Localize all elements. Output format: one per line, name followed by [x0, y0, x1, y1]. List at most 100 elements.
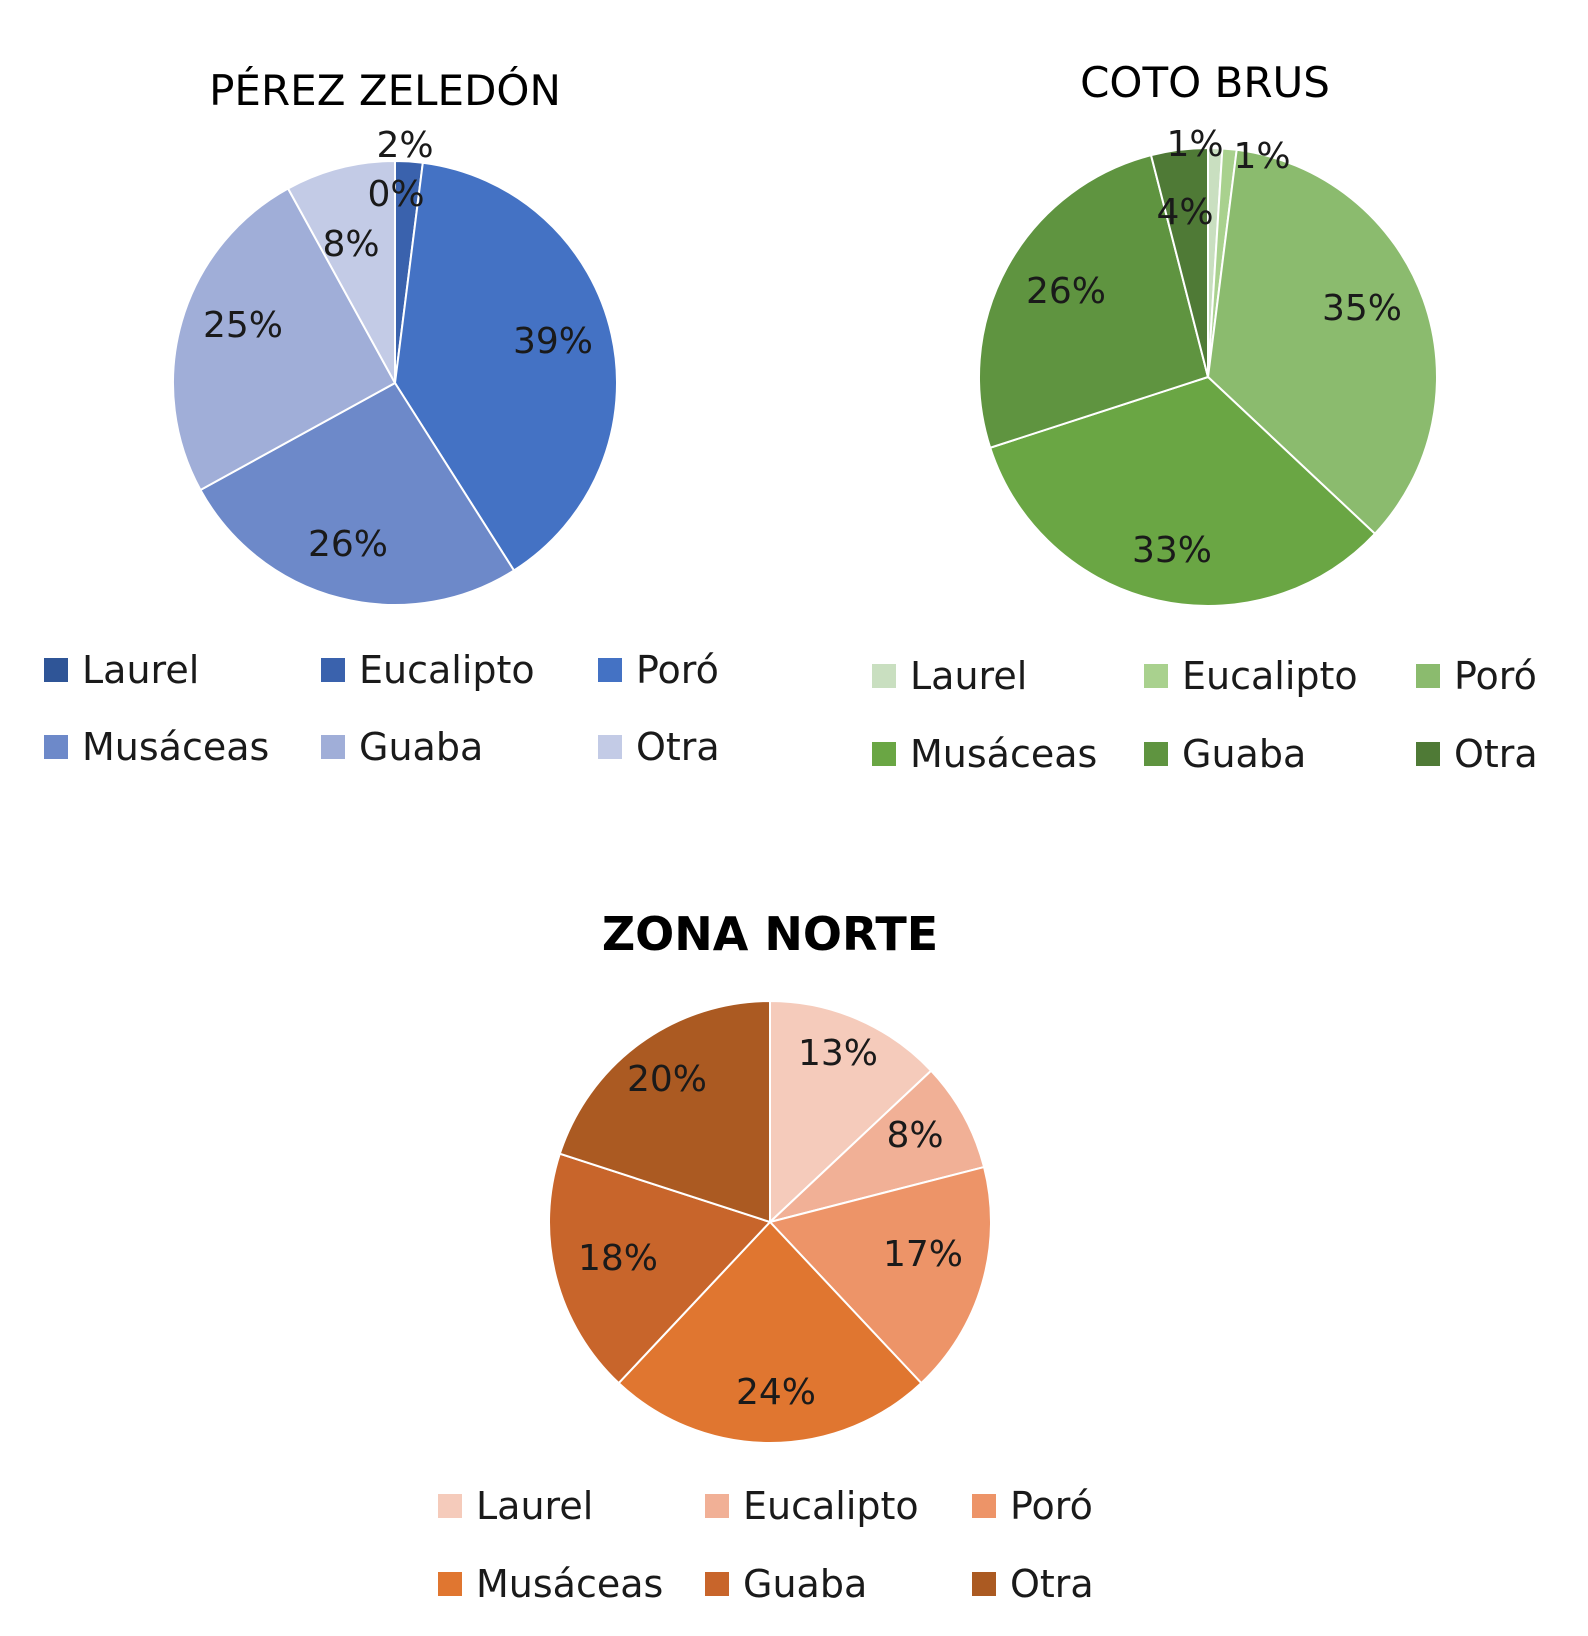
data-label-eucalipto: 2%	[376, 125, 433, 166]
data-label-eucalipto: 1%	[1233, 136, 1290, 177]
data-label-guaba: 18%	[578, 1238, 658, 1279]
legend-swatch	[872, 664, 896, 688]
pie-chart-zona-norte: ZONA NORTE 13%8% 17% 24% 18% 20% Laurel Eucal…	[438, 907, 1094, 1606]
legend-item-guaba: Guaba	[705, 1562, 867, 1606]
pie-slice-guaba	[548, 1152, 772, 1385]
data-label-otra: 4%	[1156, 192, 1213, 233]
legend-item-eucalipto: Eucalipto	[321, 648, 535, 692]
pie-slices	[548, 999, 992, 1444]
legend-label: Otra	[1010, 1562, 1094, 1606]
legend-swatch	[321, 658, 345, 682]
legend-item-otra: Otra	[598, 725, 720, 769]
legend-swatch	[1144, 742, 1168, 766]
pie-slice-poro	[768, 1165, 992, 1385]
legend-item-laurel: Laurel	[44, 648, 199, 692]
data-label-otra: 8%	[322, 224, 379, 265]
data-label-poro: 35%	[1322, 288, 1402, 329]
pie-slice-otra	[558, 999, 771, 1224]
chart-legend: Laurel Eucalipto Poró Musáceas Guaba Otra	[438, 1484, 1094, 1606]
legend-item-eucalipto: Eucalipto	[705, 1484, 919, 1528]
legend-swatch	[705, 1572, 729, 1596]
data-label-laurel: 0%	[367, 174, 424, 215]
data-label-musaceas: 33%	[1132, 530, 1212, 571]
legend-swatch	[705, 1494, 729, 1518]
legend-label: Laurel	[82, 648, 199, 692]
data-label-musaceas: 24%	[736, 1372, 816, 1413]
pie-chart-perez-zeledon: PÉREZ ZELEDÓN 0% 2% 39% 26% 25% 8% Laurel Euca…	[44, 65, 720, 769]
chart-title: COTO BRUS	[1080, 58, 1330, 107]
legend-item-musaceas: Musáceas	[872, 732, 1097, 776]
pie-slice-guaba	[172, 187, 397, 492]
data-label-guaba: 25%	[203, 305, 283, 346]
legend-item-musaceas: Musáceas	[438, 1562, 663, 1606]
legend-item-musaceas: Musáceas	[44, 725, 269, 769]
legend-swatch	[438, 1494, 462, 1518]
legend-swatch	[44, 735, 68, 759]
legend-label: Guaba	[359, 725, 483, 769]
data-label-eucalipto: 8%	[886, 1115, 943, 1156]
pie-slice-musaceas	[199, 381, 516, 606]
data-label-laurel: 1%	[1166, 124, 1223, 165]
pie-slice-guaba	[978, 153, 1210, 450]
pie-slice-musaceas	[617, 1220, 923, 1444]
data-label-musaceas: 26%	[308, 524, 388, 565]
legend-label: Eucalipto	[743, 1484, 919, 1528]
pie-slice-eucalipto	[769, 1069, 986, 1223]
legend-swatch	[1416, 664, 1440, 688]
legend-label: Musáceas	[82, 725, 269, 769]
legend-label: Laurel	[476, 1484, 593, 1528]
legend-swatch	[598, 658, 622, 682]
legend-item-otra: Otra	[972, 1562, 1094, 1606]
pie-slices	[978, 146, 1438, 607]
legend-label: Eucalipto	[359, 648, 535, 692]
legend-swatch	[1416, 742, 1440, 766]
data-label-poro: 17%	[883, 1234, 963, 1275]
data-label-laurel: 13%	[798, 1033, 878, 1074]
legend-label: Guaba	[1182, 732, 1306, 776]
legend-label: Guaba	[743, 1562, 867, 1606]
chart-legend: Laurel Eucalipto Poró Musáceas Guaba Otra	[44, 648, 720, 769]
pie-data-labels: 13%8% 17% 24% 18% 20%	[578, 1033, 963, 1413]
legend-swatch	[438, 1572, 462, 1596]
legend-label: Laurel	[910, 654, 1027, 698]
legend-item-laurel: Laurel	[438, 1484, 593, 1528]
chart-legend: Laurel Eucalipto Poró Musáceas Guaba Otra	[872, 654, 1538, 776]
pie-slice-laurel	[769, 999, 933, 1225]
legend-label: Musáceas	[910, 732, 1097, 776]
legend-swatch	[321, 735, 345, 759]
legend-swatch	[972, 1494, 996, 1518]
legend-swatch	[872, 742, 896, 766]
legend-label: Musáceas	[476, 1562, 663, 1606]
legend-label: Otra	[636, 725, 720, 769]
pie-data-labels: 0% 2% 39% 26% 25% 8%	[203, 125, 593, 565]
legend-item-guaba: Guaba	[321, 725, 483, 769]
data-label-otra: 20%	[627, 1059, 707, 1100]
legend-label: Otra	[1454, 732, 1538, 776]
chart-title: PÉREZ ZELEDÓN	[209, 65, 561, 115]
pie-slices	[172, 159, 618, 606]
pie-slice-otra	[286, 159, 396, 384]
pie-chart-coto-brus: COTO BRUS 1% 1% 35% 33% 26% 4% Laurel Eucalipt…	[872, 58, 1538, 776]
legend-swatch	[598, 735, 622, 759]
legend-item-poro: Poró	[598, 648, 719, 692]
data-label-poro: 39%	[513, 321, 593, 362]
pie-slice-otra	[1149, 146, 1209, 378]
legend-item-otra: Otra	[1416, 732, 1538, 776]
legend-label: Poró	[636, 648, 719, 692]
chart-title: ZONA NORTE	[602, 907, 938, 961]
pie-slice-musaceas	[988, 375, 1377, 607]
legend-swatch	[1144, 664, 1168, 688]
legend-item-poro: Poró	[1416, 654, 1537, 698]
legend-item-laurel: Laurel	[872, 654, 1027, 698]
data-label-guaba: 26%	[1026, 271, 1106, 312]
pie-data-labels: 1% 1% 35% 33% 26% 4%	[1026, 124, 1402, 571]
legend-label: Poró	[1454, 654, 1537, 698]
pie-slice-poro	[393, 161, 618, 572]
legend-swatch	[972, 1572, 996, 1596]
legend-item-eucalipto: Eucalipto	[1144, 654, 1358, 698]
pie-slice-poro	[1206, 148, 1438, 536]
legend-item-poro: Poró	[972, 1484, 1093, 1528]
legend-label: Eucalipto	[1182, 654, 1358, 698]
legend-item-guaba: Guaba	[1144, 732, 1306, 776]
